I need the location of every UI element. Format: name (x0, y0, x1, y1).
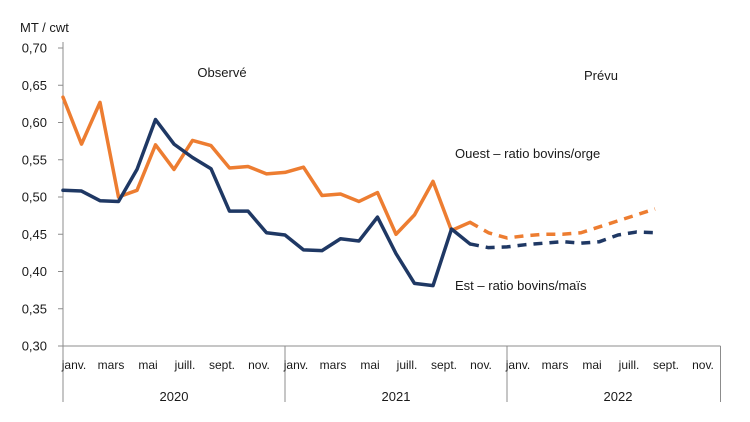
x-month-label: mai (360, 358, 379, 372)
series-label-ouest: Ouest – ratio bovins/orge (455, 146, 600, 161)
y-tick-label: 0,35 (22, 301, 47, 316)
x-month-label: mai (582, 358, 601, 372)
x-year-label: 2020 (160, 389, 189, 404)
series-lines (61, 95, 656, 288)
x-month-label: nov. (470, 358, 492, 372)
series-line-ouest-forecast (469, 207, 656, 240)
x-month-label: juill. (174, 358, 196, 372)
x-month-label: nov. (248, 358, 270, 372)
y-tick-label: 0,50 (22, 190, 47, 205)
y-axis-label: MT / cwt (20, 20, 69, 35)
series-label-est: Est – ratio bovins/maïs (455, 278, 587, 293)
y-tick-label: 0,70 (22, 41, 47, 56)
y-tick-label: 0,60 (22, 115, 47, 130)
x-month-label: mars (542, 358, 569, 372)
y-tick-labels: 0,70 0,65 0,60 0,55 0,50 0,45 0,40 0,35 0,30 (22, 41, 47, 354)
x-year-label: 2022 (604, 389, 633, 404)
x-month-label: sept. (653, 358, 679, 372)
y-tick-label: 0,65 (22, 78, 47, 93)
x-month-label: juill. (618, 358, 640, 372)
x-month-label: mars (320, 358, 347, 372)
series-line-ouest-observed (61, 95, 472, 236)
axes (58, 42, 721, 402)
x-month-label: sept. (209, 358, 235, 372)
x-month-label: nov. (692, 358, 714, 372)
y-tick-label: 0,40 (22, 264, 47, 279)
observed-annotation: Observé (197, 65, 246, 80)
y-tick-label: 0,55 (22, 152, 47, 167)
y-tick-label: 0,45 (22, 227, 47, 242)
series-line-est-observed (61, 117, 472, 288)
x-month-label: juill. (396, 358, 418, 372)
forecast-annotation: Prévu (584, 68, 618, 83)
x-month-label: mai (138, 358, 157, 372)
x-year-labels: 2020 2021 2022 (160, 389, 633, 404)
x-year-label: 2021 (382, 389, 411, 404)
x-month-label: sept. (431, 358, 457, 372)
x-month-labels: janv. mars mai juill. sept. nov. janv. mars mai j… (61, 358, 714, 372)
x-month-label: janv. (61, 358, 86, 372)
x-month-label: mars (98, 358, 125, 372)
x-month-label: janv. (505, 358, 530, 372)
x-month-label: janv. (283, 358, 308, 372)
y-tick-label: 0,30 (22, 339, 47, 354)
